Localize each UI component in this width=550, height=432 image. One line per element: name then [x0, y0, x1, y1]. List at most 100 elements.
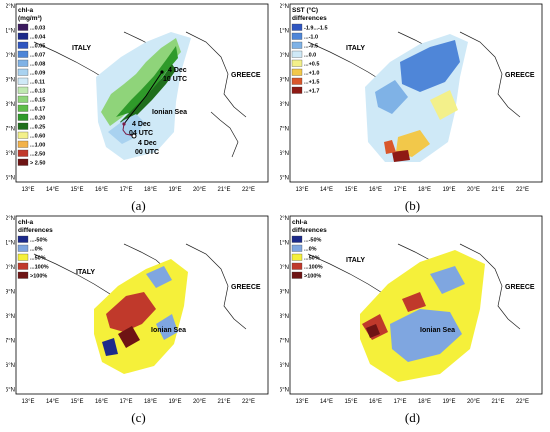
lon-tick-label: 20°E — [193, 399, 206, 405]
legend-swatch — [291, 271, 303, 279]
lat-tick-label: 39°N — [6, 290, 15, 296]
map-d: ITALY GREECE Ionian Sea chl-a difference… — [280, 214, 545, 409]
lon-tick-label: 18°E — [144, 399, 157, 405]
legend-swatch — [17, 262, 29, 270]
legend-swatch — [291, 244, 303, 252]
lon-tick-label: 19°E — [442, 399, 455, 405]
caption-d: (d) — [404, 410, 421, 425]
legend-title-line1: chl-a — [292, 219, 308, 226]
lon-tick-label: 15°E — [344, 399, 357, 405]
lat-tick-label: 38°N — [6, 102, 15, 108]
lat-tick-label: 38°N — [280, 102, 289, 108]
track-annotation-3: 4 Dec — [132, 121, 151, 128]
legend-swatch — [17, 104, 29, 112]
legend-swatch — [17, 113, 29, 121]
legend-swatch — [291, 253, 303, 261]
legend-swatch — [291, 32, 303, 40]
legend-label: ...0.13 — [30, 89, 45, 95]
legend-label: ...0.60 — [30, 134, 45, 140]
legend-swatch — [291, 235, 303, 243]
lat-tick-label: 37°N — [280, 339, 289, 345]
legend-swatch — [17, 32, 29, 40]
lat-tick-label: 35°N — [6, 388, 15, 394]
lat-tick-label: 41°N — [280, 241, 289, 247]
track-annotation-5: 4 Dec — [138, 140, 157, 147]
lat-tick-label: 38°N — [280, 314, 289, 320]
legend-swatch — [17, 41, 29, 49]
chl-diff-field — [360, 250, 485, 382]
panel-d: ITALY GREECE Ionian Sea chl-a difference… — [280, 214, 545, 425]
lon-tick-label: 18°E — [144, 187, 157, 193]
legend-label: >100% — [304, 274, 321, 280]
caption-a: (a) — [131, 198, 146, 213]
lon-tick-label: 20°E — [467, 399, 480, 405]
lon-tick-label: 18°E — [418, 187, 431, 193]
legend: SST (°C) differences -1.9...-1.5 ...-1.0.… — [291, 6, 328, 95]
label-country2: GREECE — [505, 284, 535, 291]
lat-tick-label: 36°N — [280, 151, 289, 157]
legend-swatch — [17, 59, 29, 67]
lon-tick-label: 21°E — [217, 399, 230, 405]
axis-ticks: 42°N 41°N 40°N 39°N 38°N 37°N 36°N 35°N 13°E 14°E… — [6, 216, 255, 405]
label-country2: GREECE — [231, 284, 261, 291]
lat-tick-label: 35°N — [280, 388, 289, 394]
legend-label: ...0.09 — [30, 71, 45, 77]
legend-swatch — [17, 271, 29, 279]
legend: chl-a differences ...-50% ...0% ...50% ...1… — [17, 219, 53, 280]
lon-tick-label: 14°E — [46, 399, 59, 405]
legend-label: ...-50% — [304, 238, 322, 244]
chl-field — [96, 32, 191, 160]
lon-tick-label: 17°E — [393, 399, 406, 405]
legend-swatch — [17, 122, 29, 130]
map-c: ITALY GREECE Ionian Sea chl-a difference… — [6, 214, 271, 409]
cyclone-track — [122, 70, 164, 139]
legend-label: ...+0.5 — [304, 62, 319, 68]
legend-label: ...0.20 — [30, 116, 45, 122]
lon-tick-label: 13°E — [21, 399, 34, 405]
label-sea: Ionian Sea — [420, 327, 455, 334]
legend-swatch — [291, 68, 303, 76]
lon-tick-label: 22°E — [242, 187, 255, 193]
legend-label: ...-50% — [30, 238, 48, 244]
lat-tick-label: 41°N — [6, 241, 15, 247]
legend-title-line2: differences — [18, 227, 53, 234]
label-country1: ITALY — [346, 257, 365, 264]
legend-label: ...0.04 — [30, 35, 46, 41]
lon-tick-label: 15°E — [344, 187, 357, 193]
lat-tick-label: 37°N — [6, 127, 15, 133]
lon-tick-label: 14°E — [46, 187, 59, 193]
axis-ticks: 42°N 41°N 40°N 39°N 38°N 37°N 36°N 35°N 13°E 14°E… — [280, 4, 529, 193]
track-annotation-2: 10 UTC — [163, 76, 187, 83]
track-annotation-4: 04 UTC — [129, 130, 153, 137]
label-country1: ITALY — [72, 45, 91, 52]
legend-label: ...-0.5 — [304, 44, 318, 50]
legend-label: ...1.00 — [30, 143, 45, 149]
lat-tick-label: 39°N — [280, 78, 289, 84]
lat-tick-label: 36°N — [280, 363, 289, 369]
legend-swatch — [291, 262, 303, 270]
legend-label: ...0.17 — [30, 107, 45, 113]
legend-label: ...0.25 — [30, 125, 45, 131]
lon-tick-label: 21°E — [491, 187, 504, 193]
label-sea: Ionian Sea — [152, 109, 187, 116]
lon-tick-label: 13°E — [295, 399, 308, 405]
lat-tick-label: 41°N — [280, 29, 289, 35]
panel-c: ITALY GREECE Ionian Sea chl-a difference… — [6, 214, 271, 425]
caption-b: (b) — [404, 198, 421, 213]
legend-label: ...0.08 — [30, 62, 45, 68]
label-country1: ITALY — [346, 45, 365, 52]
legend-swatch — [291, 77, 303, 85]
legend-title-line1: SST (°C) — [292, 6, 318, 14]
lat-tick-label: 36°N — [6, 151, 15, 157]
lat-tick-label: 40°N — [6, 53, 15, 59]
legend-label: ...0.0 — [304, 53, 316, 59]
lat-tick-label: 37°N — [280, 127, 289, 133]
lon-tick-label: 17°E — [119, 399, 132, 405]
legend-title-line1: chl-a — [18, 219, 34, 226]
lon-tick-label: 22°E — [516, 399, 529, 405]
lat-tick-label: 35°N — [280, 176, 289, 182]
legend-label: ...0.07 — [30, 53, 45, 59]
legend-title-line1: chl-a — [18, 7, 34, 14]
legend-label: ...0% — [304, 247, 317, 253]
lon-tick-label: 21°E — [217, 187, 230, 193]
